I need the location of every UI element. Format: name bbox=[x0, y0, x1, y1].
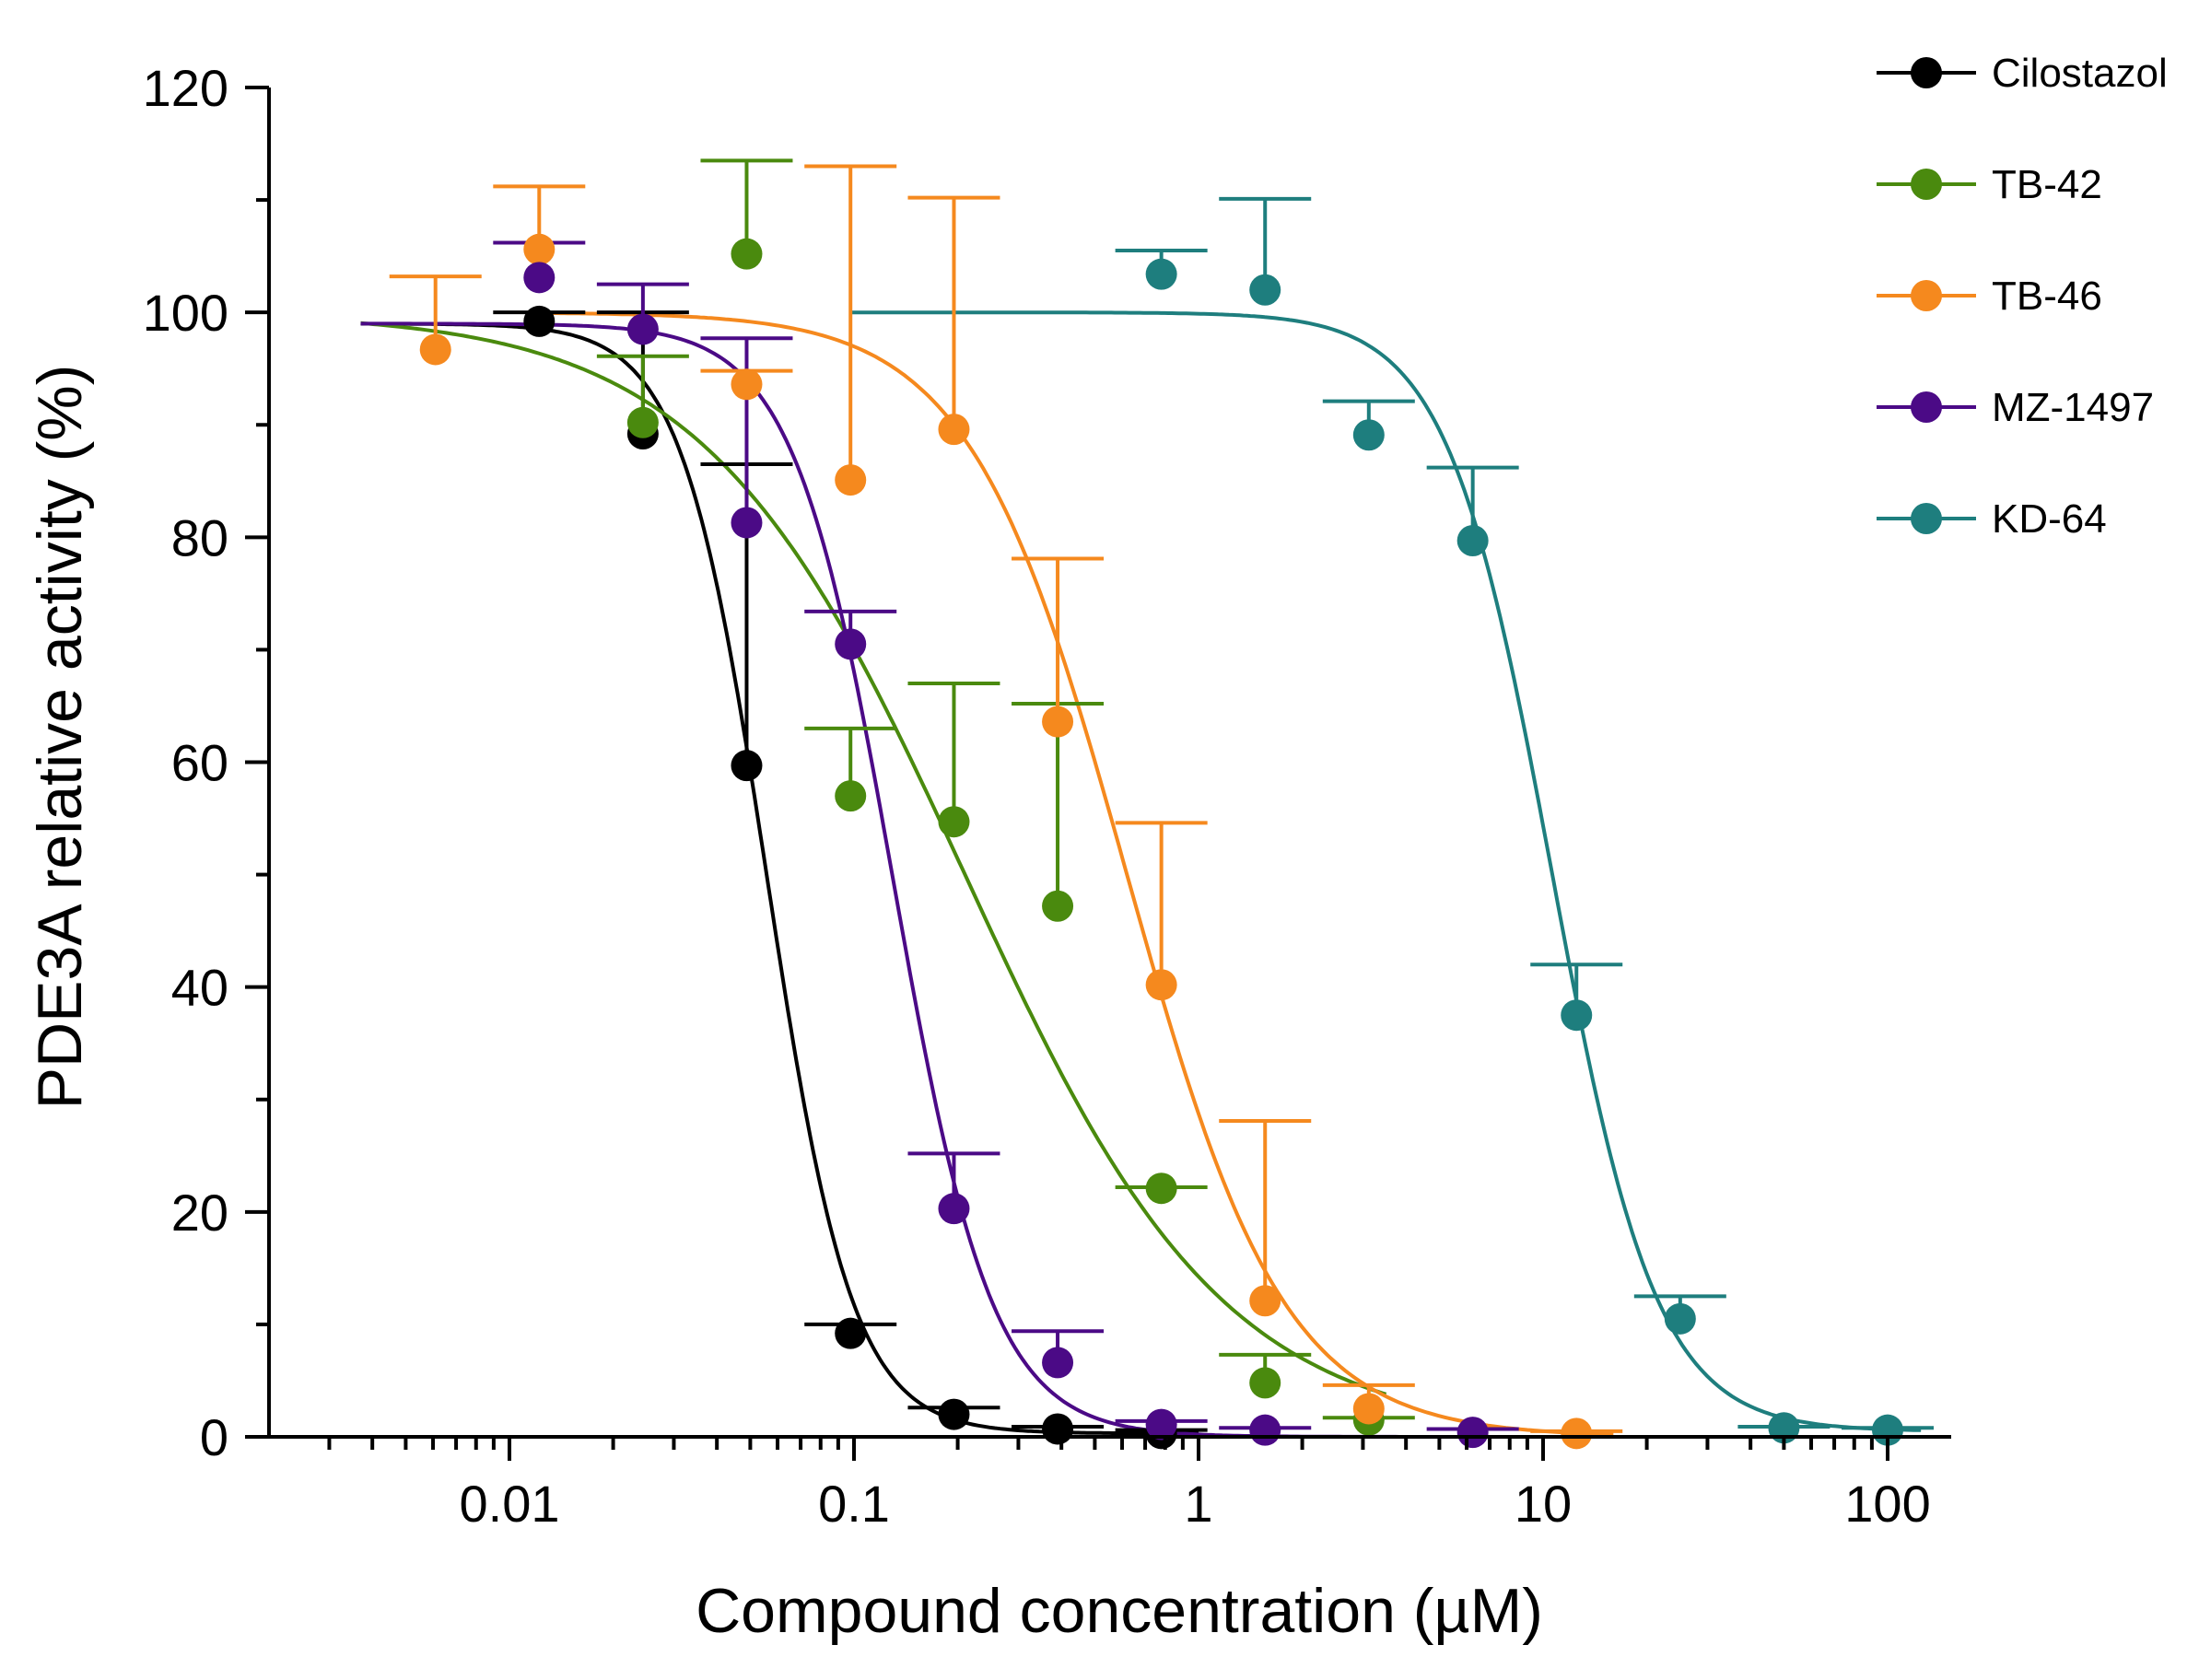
data-point-mz-1497 bbox=[523, 262, 556, 294]
data-point-tb-42 bbox=[1042, 890, 1074, 922]
data-point-tb-46 bbox=[835, 464, 867, 496]
data-point-cilostazol bbox=[938, 1398, 970, 1430]
y-tick-label: 80 bbox=[171, 508, 228, 566]
data-point-mz-1497 bbox=[626, 313, 659, 345]
data-point-kd-64 bbox=[1456, 524, 1489, 556]
fit-curve-tb-46 bbox=[539, 310, 1614, 1437]
axes: 0 20 40 60 80 100 120 0.01 0.1 1 10 100 bbox=[143, 59, 1951, 1533]
data-point-mz-1497 bbox=[1456, 1417, 1489, 1449]
data-point-cilostazol bbox=[1042, 1413, 1074, 1445]
data-point-tb-42 bbox=[938, 806, 970, 838]
legend-label: KD-64 bbox=[1992, 496, 2107, 542]
data-point-cilostazol bbox=[835, 1317, 867, 1349]
data-point-kd-64 bbox=[1145, 258, 1177, 290]
legend-marker bbox=[1911, 169, 1942, 200]
fit-curves bbox=[360, 310, 1922, 1439]
x-tick-label: 0.1 bbox=[818, 1475, 890, 1533]
data-point-cilostazol bbox=[731, 750, 763, 782]
y-axis-title: PDE3A relative activity (%) bbox=[25, 365, 95, 1110]
data-point-kd-64 bbox=[1561, 999, 1593, 1032]
x-tick-label: 0.01 bbox=[460, 1475, 560, 1533]
legend-marker bbox=[1911, 391, 1942, 423]
data-point-tb-46 bbox=[523, 233, 556, 265]
y-tick-label: 40 bbox=[171, 959, 228, 1017]
data-point-tb-46 bbox=[731, 368, 763, 401]
data-point-tb-46 bbox=[1561, 1418, 1593, 1450]
data-point-kd-64 bbox=[1664, 1302, 1696, 1335]
data-point-kd-64 bbox=[1249, 274, 1281, 306]
fit-curve-tb-42 bbox=[360, 321, 1387, 1396]
x-axis-title: Compound concentration (µM) bbox=[696, 1576, 1543, 1646]
y-tick-label: 120 bbox=[143, 59, 228, 117]
data-point-mz-1497 bbox=[1249, 1414, 1281, 1446]
x-tick-label: 100 bbox=[1844, 1475, 1930, 1533]
data-point-tb-42 bbox=[835, 780, 867, 812]
data-point-tb-42 bbox=[1145, 1172, 1177, 1205]
data-point-tb-46 bbox=[1042, 706, 1074, 738]
data-point-kd-64 bbox=[1352, 419, 1385, 451]
legend-label: TB-42 bbox=[1992, 162, 2102, 207]
data-point-tb-46 bbox=[938, 414, 970, 446]
legend-marker bbox=[1911, 503, 1942, 534]
data-point-tb-46 bbox=[1352, 1393, 1385, 1425]
x-tick-label: 10 bbox=[1515, 1475, 1572, 1533]
data-points bbox=[419, 233, 1903, 1450]
data-point-mz-1497 bbox=[1145, 1408, 1177, 1441]
data-point-mz-1497 bbox=[1042, 1347, 1074, 1379]
error-bars bbox=[389, 158, 1934, 1434]
fit-curve-cilostazol bbox=[360, 321, 1199, 1436]
data-point-tb-46 bbox=[1249, 1285, 1281, 1317]
data-point-tb-42 bbox=[626, 406, 659, 438]
data-point-tb-46 bbox=[1145, 969, 1177, 1001]
x-tick-label: 1 bbox=[1184, 1475, 1212, 1533]
data-point-tb-42 bbox=[1249, 1367, 1281, 1399]
y-tick-label: 100 bbox=[143, 284, 228, 342]
y-tick-label: 0 bbox=[200, 1408, 228, 1466]
data-point-mz-1497 bbox=[938, 1193, 970, 1225]
data-point-tb-46 bbox=[419, 333, 451, 366]
fit-curve-mz-1497 bbox=[360, 321, 1491, 1439]
legend-marker bbox=[1911, 57, 1942, 88]
legend: Cilostazol TB-42 TB-46 MZ-1497 KD-64 bbox=[1877, 51, 2168, 542]
legend-label: TB-46 bbox=[1992, 274, 2102, 319]
data-point-cilostazol bbox=[523, 305, 556, 337]
y-tick-label: 60 bbox=[171, 734, 228, 792]
legend-marker bbox=[1911, 280, 1942, 311]
data-point-tb-42 bbox=[731, 238, 763, 270]
legend-label: MZ-1497 bbox=[1992, 385, 2154, 430]
y-tick-label: 20 bbox=[171, 1184, 228, 1242]
fit-curve-kd-64 bbox=[850, 310, 1922, 1432]
data-point-mz-1497 bbox=[835, 628, 867, 660]
legend-label: Cilostazol bbox=[1992, 51, 2168, 96]
data-point-mz-1497 bbox=[731, 507, 763, 539]
